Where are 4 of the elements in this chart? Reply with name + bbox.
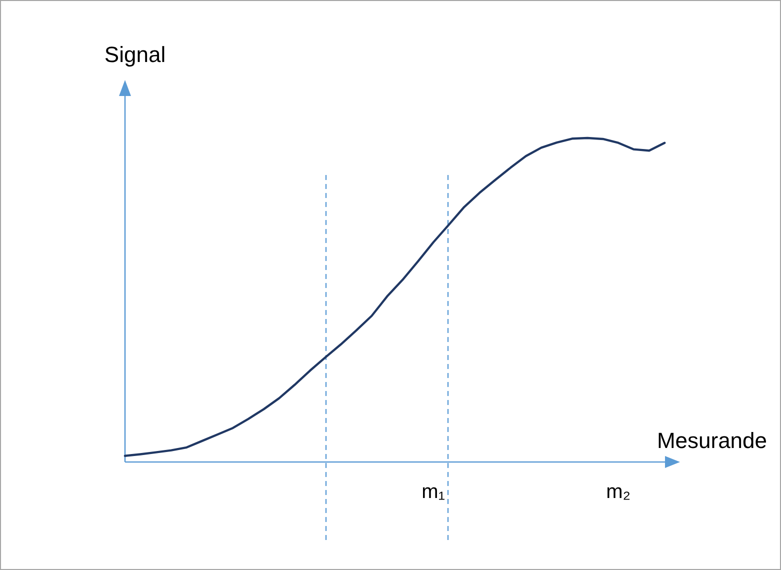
x-tick-label: m₁ [422,481,446,503]
x-axis-title: Mesurande [656,428,768,453]
y-axis-title: Signal [104,42,166,67]
x-tick-label: m₂ [606,481,631,503]
